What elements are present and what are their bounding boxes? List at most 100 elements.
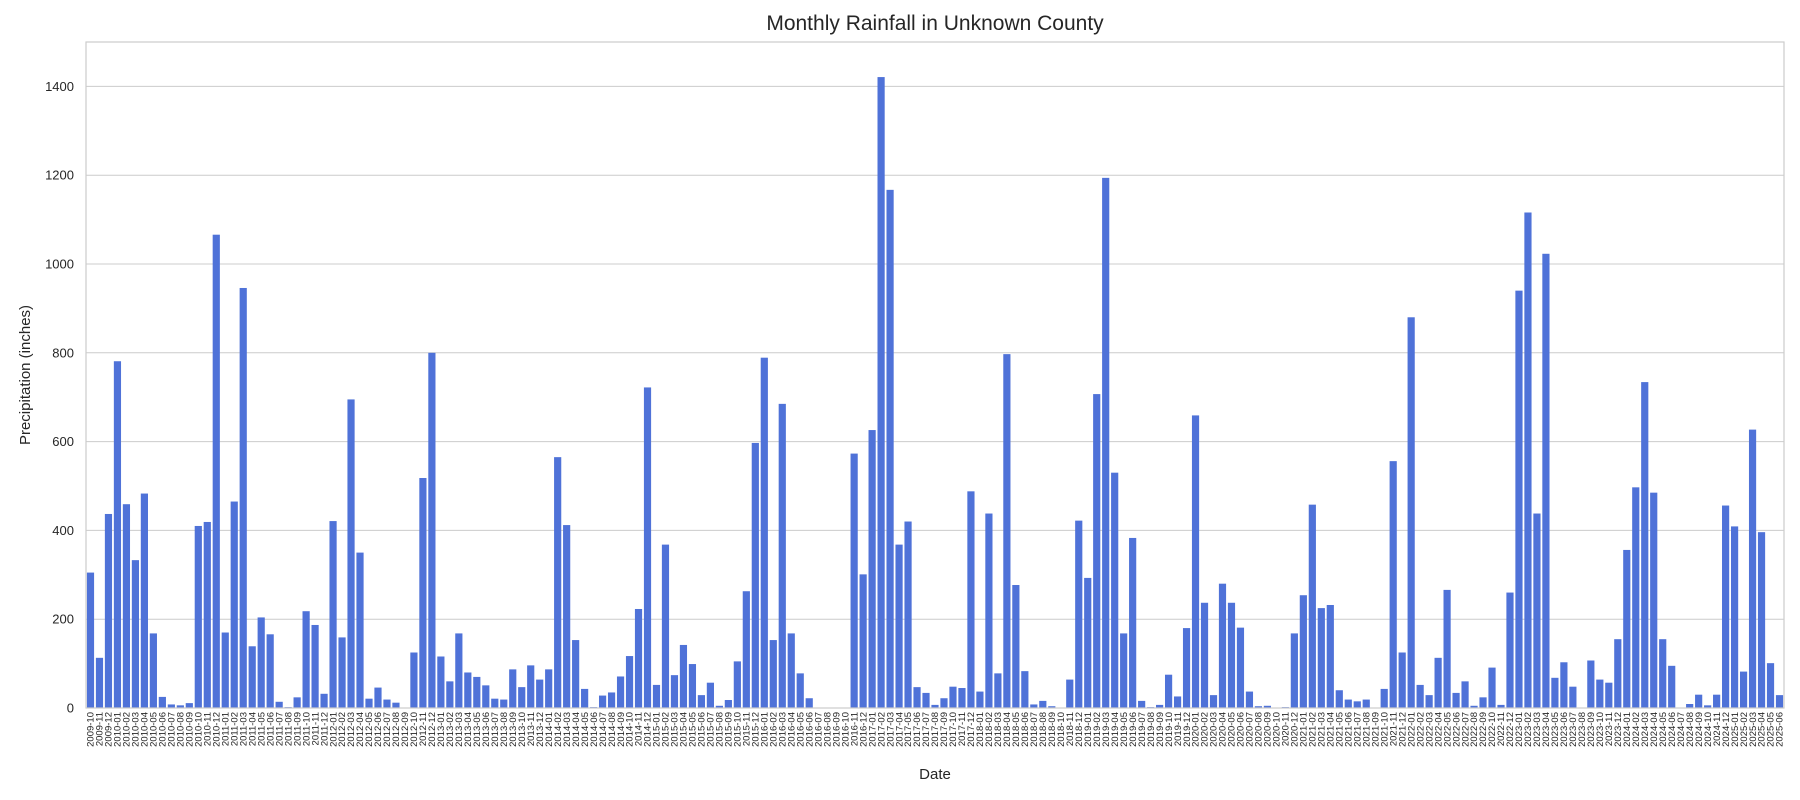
x-tick-label: 2012-03 [346,712,357,747]
bar [1614,639,1622,708]
x-tick-label: 2016-12 [858,712,869,747]
bar [95,657,104,708]
bar [742,591,750,708]
x-tick-label: 2021-08 [1361,712,1372,747]
bar [1299,595,1307,708]
bar [949,686,957,708]
x-tick-label: 2017-02 [876,712,887,747]
bar [1605,682,1613,708]
x-tick-label: 2023-02 [1523,712,1534,747]
x-tick-label: 2022-10 [1487,712,1498,747]
bar [131,560,140,708]
x-tick-label: 2023-08 [1577,712,1588,747]
bar [1560,662,1568,708]
x-tick-label: 2013-07 [490,712,501,747]
x-tick-label: 2014-03 [562,712,573,747]
bar [1488,667,1496,708]
bar [545,669,553,708]
bar [1739,671,1748,708]
x-tick-label: 2024-12 [1721,712,1732,747]
x-tick-label: 2015-05 [688,712,699,747]
bar [877,77,885,709]
x-tick-label: 2021-02 [1308,712,1319,747]
x-tick-label: 2009-11 [95,712,106,746]
x-tick-label: 2025-02 [1739,712,1750,747]
bar [922,692,930,708]
bar [643,387,652,708]
x-tick-label: 2025-01 [1730,712,1741,747]
bar [1461,681,1469,708]
bar [563,525,571,708]
bar [1012,585,1020,708]
x-tick-label: 2011-11 [310,712,321,745]
bar [652,684,661,708]
bar [1641,382,1649,708]
x-tick-label: 2017-03 [885,712,896,747]
x-tick-label: 2014-04 [571,712,582,747]
y-tick-label: 400 [52,523,74,538]
x-tick-label: 2019-03 [1101,712,1112,747]
x-tick-label: 2010-10 [194,712,205,747]
x-tick-label: 2022-12 [1505,712,1516,747]
bar [176,705,184,708]
bar [1075,520,1083,708]
bar [661,544,670,708]
bar [931,704,939,708]
x-tick-label: 2023-04 [1541,712,1552,747]
x-tick-label: 2023-11 [1604,712,1615,746]
bar [1730,526,1739,708]
bar [1425,695,1433,708]
bar [527,665,535,708]
bar [1308,504,1316,708]
x-tick-label: 2024-10 [1703,712,1714,747]
x-tick-label: 2024-02 [1631,712,1642,747]
x-tick-label: 2020-07 [1245,712,1256,747]
bar [1686,704,1694,708]
x-tick-label: 2012-06 [373,712,384,747]
bar [293,697,301,708]
x-tick-label: 2014-10 [625,712,636,747]
bar [1021,671,1029,708]
x-tick-label: 2015-03 [670,712,681,747]
bar [500,699,508,708]
x-tick-label: 2014-11 [634,712,645,746]
x-tick-label: 2019-09 [1155,712,1166,747]
x-tick-label: 2020-01 [1191,712,1202,747]
x-tick-label: 2012-09 [400,712,411,747]
bar [778,403,786,708]
x-tick-label: 2022-03 [1424,712,1435,747]
x-tick-label: 2014-02 [553,712,564,747]
bar [383,699,391,708]
bar [1317,608,1325,708]
bar [1587,660,1595,708]
y-tick-label: 0 [67,701,74,716]
x-tick-label: 2010-01 [113,712,124,747]
x-tick-label: 2014-12 [643,712,654,747]
bar [1156,704,1164,708]
bar [1596,679,1604,708]
bar [1254,706,1263,708]
x-tick-label: 2021-04 [1326,712,1337,747]
x-tick-label: 2015-11 [742,712,753,746]
x-tick-label: 2016-01 [760,712,771,747]
bar [787,633,795,708]
bar [1138,700,1146,708]
x-tick-label: 2023-05 [1550,712,1561,747]
x-tick-label: 2018-02 [984,712,995,747]
bar [625,656,634,708]
bar [895,544,903,708]
x-tick-label: 2012-10 [409,712,420,747]
bar [1695,694,1703,708]
bar [1416,684,1424,708]
x-tick-label: 2020-10 [1272,712,1283,747]
bar [670,675,679,708]
x-tick-label: 2019-01 [1083,712,1094,747]
x-tick-label: 2010-08 [176,712,187,747]
x-tick-label: 2023-07 [1568,712,1579,747]
bar [1200,602,1209,708]
x-tick-label: 2019-02 [1092,712,1103,747]
bar [1111,472,1119,708]
x-tick-label: 2020-06 [1236,712,1247,747]
x-tick-label: 2024-03 [1640,712,1651,747]
y-axis-label: Precipitation (inches) [17,305,34,445]
